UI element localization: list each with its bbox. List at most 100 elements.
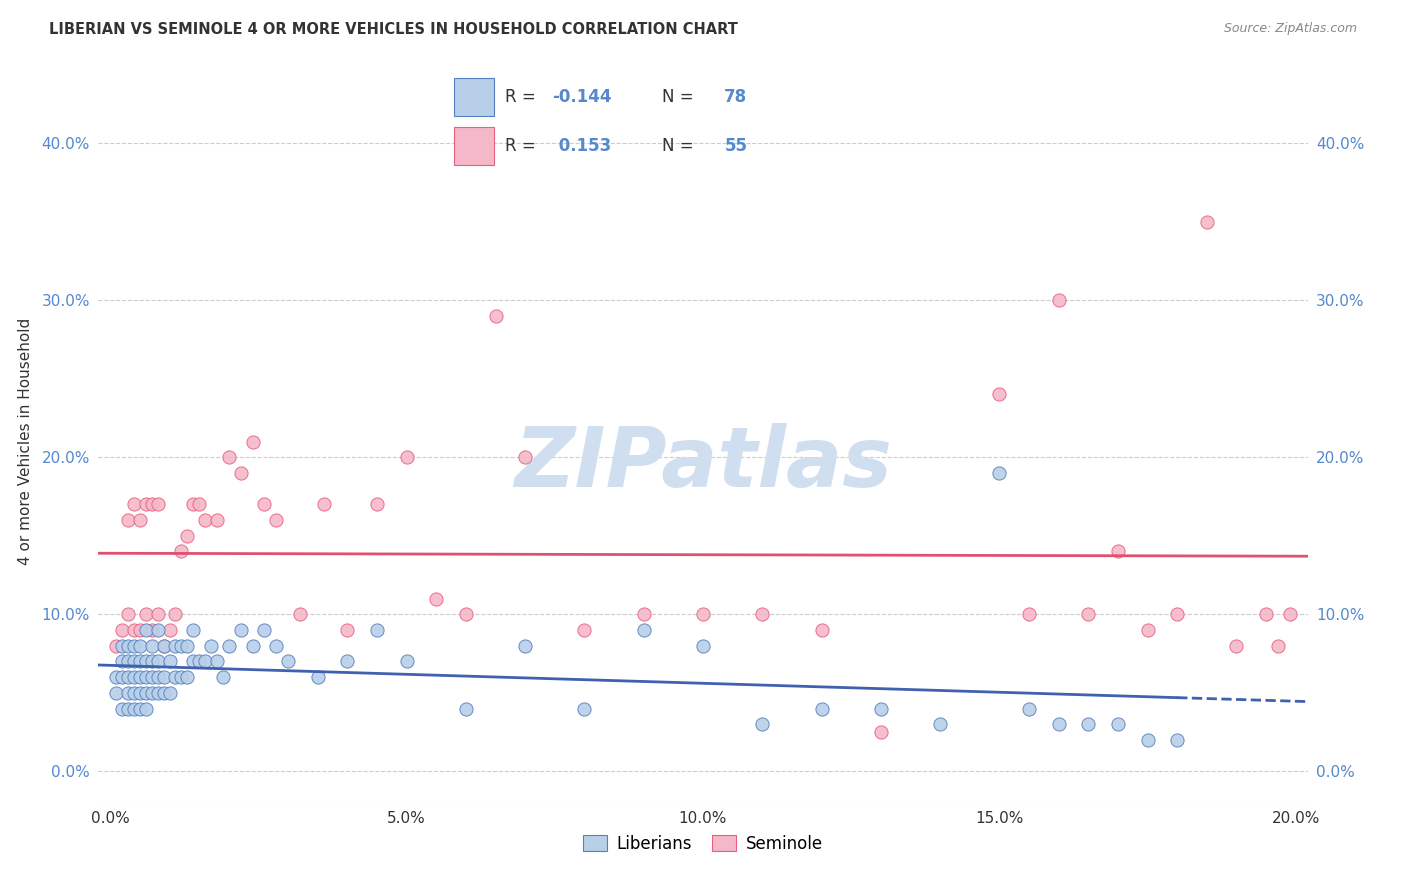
Point	[129, 670, 152, 684]
Point	[122, 686, 145, 700]
Point	[1166, 733, 1188, 747]
Point	[141, 497, 163, 511]
Point	[253, 497, 276, 511]
Point	[869, 701, 891, 715]
Point	[135, 623, 157, 637]
Point	[181, 623, 204, 637]
Y-axis label: 4 or more Vehicles in Household: 4 or more Vehicles in Household	[18, 318, 34, 566]
Point	[810, 701, 832, 715]
Point	[181, 655, 204, 669]
Point	[122, 639, 145, 653]
Point	[218, 639, 240, 653]
Point	[454, 701, 477, 715]
Point	[141, 686, 163, 700]
Point	[135, 497, 157, 511]
Point	[146, 655, 169, 669]
Point	[229, 466, 252, 480]
Point	[111, 639, 134, 653]
Point	[117, 686, 139, 700]
Point	[484, 309, 506, 323]
Point	[515, 639, 537, 653]
Point	[692, 607, 714, 622]
Point	[176, 639, 198, 653]
Point	[117, 655, 139, 669]
Point	[181, 497, 204, 511]
Point	[307, 670, 329, 684]
Point	[205, 513, 228, 527]
Point	[264, 513, 287, 527]
Point	[1047, 717, 1070, 731]
Point	[188, 497, 211, 511]
Point	[194, 655, 217, 669]
Point	[117, 607, 139, 622]
Text: Source: ZipAtlas.com: Source: ZipAtlas.com	[1223, 22, 1357, 36]
Point	[111, 701, 134, 715]
Point	[425, 591, 447, 606]
Point	[105, 670, 128, 684]
Point	[1136, 733, 1159, 747]
Text: R =: R =	[505, 137, 541, 155]
Point	[117, 670, 139, 684]
Point	[1107, 717, 1129, 731]
Point	[1047, 293, 1070, 308]
Point	[1077, 607, 1099, 622]
Point	[288, 607, 311, 622]
Point	[122, 655, 145, 669]
Point	[170, 670, 193, 684]
Point	[242, 639, 264, 653]
Point	[395, 655, 418, 669]
Point	[122, 497, 145, 511]
Point	[129, 701, 152, 715]
Point	[751, 717, 773, 731]
Text: 78: 78	[724, 88, 748, 106]
Point	[810, 623, 832, 637]
Point	[129, 655, 152, 669]
Point	[205, 655, 228, 669]
Point	[146, 497, 169, 511]
Point	[135, 655, 157, 669]
Point	[1166, 607, 1188, 622]
Point	[336, 655, 359, 669]
Point	[117, 639, 139, 653]
Point	[200, 639, 222, 653]
Text: LIBERIAN VS SEMINOLE 4 OR MORE VEHICLES IN HOUSEHOLD CORRELATION CHART: LIBERIAN VS SEMINOLE 4 OR MORE VEHICLES …	[49, 22, 738, 37]
Point	[336, 623, 359, 637]
Point	[1018, 607, 1040, 622]
Point	[1077, 717, 1099, 731]
Point	[135, 701, 157, 715]
Point	[159, 655, 181, 669]
Point	[988, 387, 1011, 401]
Point	[111, 623, 134, 637]
Text: 0.153: 0.153	[553, 137, 610, 155]
Point	[1254, 607, 1277, 622]
Point	[146, 623, 169, 637]
Point	[515, 450, 537, 465]
Point	[152, 670, 174, 684]
Point	[111, 670, 134, 684]
Text: 55: 55	[724, 137, 748, 155]
Point	[176, 670, 198, 684]
Point	[146, 686, 169, 700]
Text: -0.144: -0.144	[553, 88, 612, 106]
Text: N =: N =	[662, 137, 699, 155]
Point	[751, 607, 773, 622]
Point	[242, 434, 264, 449]
Point	[170, 544, 193, 558]
Point	[105, 686, 128, 700]
FancyBboxPatch shape	[454, 78, 494, 116]
Point	[1278, 607, 1301, 622]
Point	[111, 655, 134, 669]
Point	[229, 623, 252, 637]
Point	[159, 686, 181, 700]
Point	[170, 639, 193, 653]
Point	[146, 670, 169, 684]
Point	[146, 607, 169, 622]
Point	[312, 497, 335, 511]
Point	[1267, 639, 1289, 653]
Legend: Liberians, Seminole: Liberians, Seminole	[576, 828, 830, 860]
Text: N =: N =	[662, 88, 699, 106]
Point	[1195, 214, 1218, 228]
Point	[277, 655, 299, 669]
Point	[105, 639, 128, 653]
Point	[129, 686, 152, 700]
